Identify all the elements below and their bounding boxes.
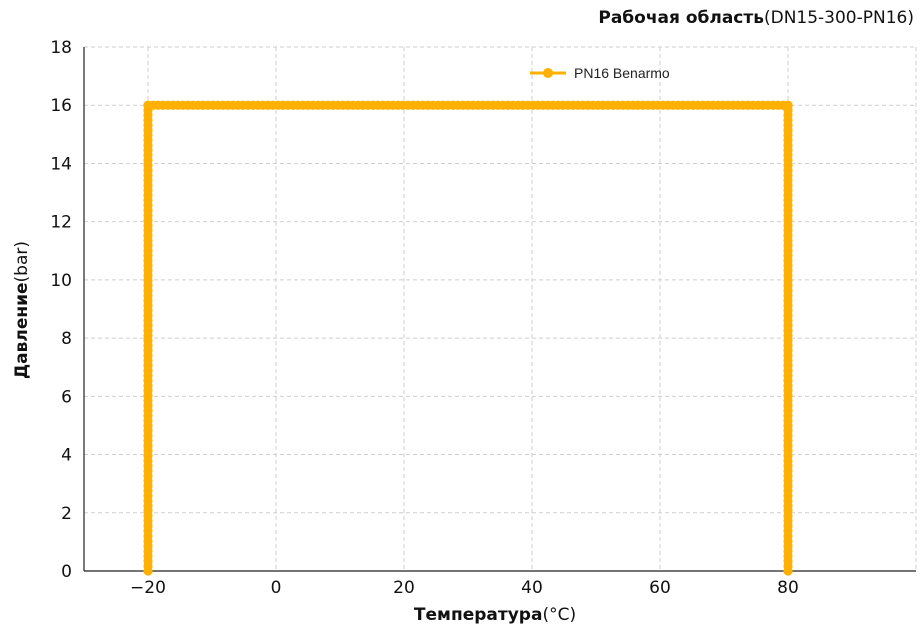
y-tick-label: 0 xyxy=(61,562,72,582)
y-axis-label: Давление(bar) xyxy=(12,241,32,379)
y-tick-label: 12 xyxy=(50,213,72,233)
y-tick-label: 6 xyxy=(61,387,72,407)
y-tick-label: 8 xyxy=(61,329,72,349)
chart-title-main: Рабочая область xyxy=(598,8,764,28)
legend: PN16 Benarmo xyxy=(530,65,670,81)
y-tick-label: 14 xyxy=(50,154,72,174)
x-tick-label: −20 xyxy=(130,578,166,598)
x-axis-label-name: Температура xyxy=(414,605,543,625)
x-tick-label: 0 xyxy=(271,578,282,598)
series-line xyxy=(146,103,790,571)
y-tick-label: 10 xyxy=(50,271,72,291)
x-tick-label: 40 xyxy=(521,578,543,598)
series-layer xyxy=(143,100,793,576)
x-tick-label: 20 xyxy=(393,578,415,598)
y-tick-label: 16 xyxy=(50,96,72,116)
grid xyxy=(84,46,917,572)
chart-title-suffix: (DN15-300-PN16) xyxy=(763,8,914,28)
x-axis-label-unit: (°C) xyxy=(542,605,576,625)
y-tick-label: 4 xyxy=(61,446,72,466)
y-tick-label: 2 xyxy=(61,504,72,524)
x-tick-label: 60 xyxy=(649,578,671,598)
x-ticks: −20 0 20 40 60 80 xyxy=(130,578,799,598)
chart-title: Рабочая область(DN15-300-PN16) xyxy=(598,8,914,28)
axes xyxy=(83,47,916,572)
x-axis-label: Температура(°C) xyxy=(414,605,576,625)
legend-label: PN16 Benarmo xyxy=(574,65,670,81)
y-ticks: 0 2 4 6 8 10 12 14 16 18 xyxy=(50,38,72,582)
y-axis-label-name: Давление xyxy=(12,282,32,379)
y-tick-label: 18 xyxy=(50,38,72,58)
x-tick-label: 80 xyxy=(777,578,799,598)
data-point-marker xyxy=(783,566,793,576)
legend-marker xyxy=(543,68,553,78)
y-axis-label-unit: (bar) xyxy=(12,241,32,282)
